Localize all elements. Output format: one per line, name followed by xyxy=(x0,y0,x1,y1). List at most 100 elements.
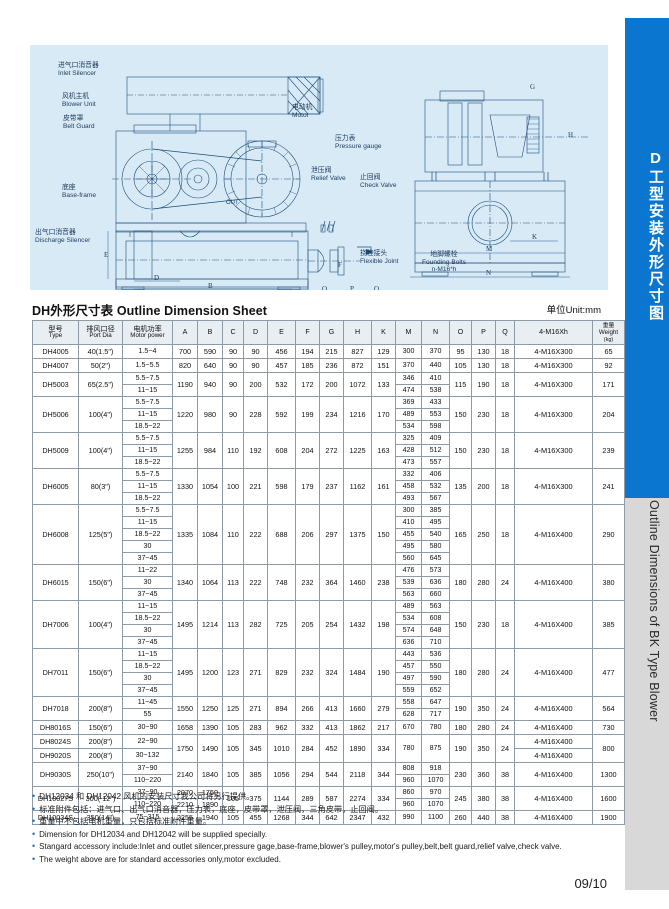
cell-P: 130 xyxy=(471,343,496,359)
cell-weight: 92 xyxy=(592,357,625,373)
cell-motor-power: 75~315 xyxy=(122,809,173,825)
dimension-label-H: H xyxy=(568,131,573,139)
cell-D: 385 xyxy=(243,761,268,787)
dimension-table: 型号 Type 排风口径 Port Dia 电机功率 Motor power A B … xyxy=(32,320,625,825)
cell-H: 2347 xyxy=(343,809,372,825)
table-row: DH6008 125(5") 5.5~7.5 11~15 18.5~22 30 37~45 1… xyxy=(32,503,625,565)
cell-H: 872 xyxy=(343,357,372,373)
cell-G: 236 xyxy=(319,357,344,373)
cell-M: 370 xyxy=(395,357,422,373)
cell-H: 1072 xyxy=(343,371,372,397)
cell-H: 827 xyxy=(343,343,372,359)
cell-B: 590 xyxy=(197,343,223,359)
table-header-row: 型号 Type 排风口径 Port Dia 电机功率 Motor power A B … xyxy=(32,320,625,345)
cell-O: 180 xyxy=(449,647,472,697)
cell-N: 647 717 xyxy=(421,695,450,721)
cell-bolt: 4-M16X300 xyxy=(514,357,593,373)
cell-K: 198 xyxy=(371,599,396,649)
cell-C: 90 xyxy=(222,357,244,373)
cell-N: 433 553 598 xyxy=(421,395,450,433)
cell-D: 283 xyxy=(243,719,268,735)
cell-C: 123 xyxy=(222,647,244,697)
cell-A: 820 xyxy=(172,357,198,373)
dimension-label-P: P xyxy=(350,285,354,290)
cell-D: 192 xyxy=(243,431,268,469)
cell-H: 2118 xyxy=(343,761,372,787)
cell-O: 150 xyxy=(449,599,472,649)
callout-discharge-silencer: 出气口消音器 Discharge Silencer xyxy=(35,229,91,244)
dimension-table-wrapper: 型号 Type 排风口径 Port Dia 电机功率 Motor power A B … xyxy=(32,320,625,825)
table-row: DH5009 100(4") 5.5~7.5 11~15 18.5~22 1255 984 1… xyxy=(32,431,625,469)
cell-G: 364 xyxy=(319,563,344,601)
cell-N: 1100 xyxy=(421,809,450,825)
header-M: M xyxy=(395,320,422,345)
cell-O: 95 xyxy=(449,343,472,359)
header-weight: 重量 Weight (kg) xyxy=(592,320,625,345)
cell-P: 280 xyxy=(471,563,496,601)
cell-H: 1375 xyxy=(343,503,372,565)
cell-port-dia: 150(6") xyxy=(78,719,123,735)
cell-E: 1056 xyxy=(267,761,296,787)
cell-Q: 18 xyxy=(495,599,515,649)
cell-E: 456 xyxy=(267,343,296,359)
cell-port-dia: 200(8") xyxy=(78,695,123,721)
callout-base-frame: 底座 Base-frame xyxy=(62,184,97,199)
cell-A: 700 xyxy=(172,343,198,359)
cell-bolt: 4-M16X400 xyxy=(514,695,593,721)
cell-A: 1658 xyxy=(172,719,198,735)
cell-K: 163 xyxy=(371,431,396,469)
cell-D: 90 xyxy=(243,357,268,373)
cell-G: 272 xyxy=(319,431,344,469)
cell-C: 105 xyxy=(222,733,244,763)
note-item: • The weight above are for standard acces… xyxy=(32,854,592,865)
cell-type: DH5006 xyxy=(32,395,79,433)
cell-E: 608 xyxy=(267,431,296,469)
header-O: O xyxy=(449,320,472,345)
unit-note: 单位Unit:mm xyxy=(546,305,601,316)
cell-A: 1750 xyxy=(172,733,198,763)
cell-K: 133 xyxy=(371,371,396,397)
cell-K: 129 xyxy=(371,343,396,359)
cell-P: 250 xyxy=(471,503,496,565)
cell-B: 1250 xyxy=(197,695,223,721)
cell-D: 375 xyxy=(243,785,268,811)
cell-Q: 18 xyxy=(495,503,515,565)
cell-port-dia: 100(4") xyxy=(78,395,123,433)
cell-G: 297 xyxy=(319,503,344,565)
cell-motor-power: 22~90 xyxy=(122,733,173,749)
cell-H: 1660 xyxy=(343,695,372,721)
side-tab xyxy=(625,18,669,890)
cell-motor-power: 1.5~4 xyxy=(122,343,173,359)
cell-Q: 18 xyxy=(495,343,515,359)
note-text: Dimension for DH12034 and DH12042 will b… xyxy=(39,829,268,839)
header-F: F xyxy=(295,320,320,345)
cell-bolt: 4-M16X400 xyxy=(514,719,593,735)
cell-F: 205 xyxy=(295,599,320,649)
bullet-icon: • xyxy=(32,791,36,801)
cell-G: 234 xyxy=(319,395,344,433)
cell-bolt: 4-M16X400 xyxy=(514,747,593,763)
cell-K: 150 xyxy=(371,503,396,565)
cell-A: 1340 xyxy=(172,563,198,601)
cell-N: 563 608 648 710 xyxy=(421,599,450,649)
header-P: P xyxy=(471,320,496,345)
cell-G: 413 xyxy=(319,695,344,721)
cell-P: 280 xyxy=(471,647,496,697)
cell-weight: 1900 xyxy=(592,809,625,825)
cell-E: 829 xyxy=(267,647,296,697)
cell-type: DH6015 xyxy=(32,563,79,601)
cell-K: 161 xyxy=(371,467,396,505)
cell-C: 90 xyxy=(222,371,244,397)
cell-A: 1190 xyxy=(172,371,198,397)
side-tab-title-cn: D工型安装外形尺寸图 xyxy=(647,150,664,322)
note-item: • 重量中不包括电机重量，只包括标准附件重量。 xyxy=(32,817,592,827)
dimension-label-M: M xyxy=(486,245,493,253)
cell-N: 573 636 660 xyxy=(421,563,450,601)
cell-E: 1010 xyxy=(267,733,296,763)
cell-weight: 1600 xyxy=(592,785,625,811)
cell-A: 1255 xyxy=(172,431,198,469)
cell-C: 105 xyxy=(222,785,244,811)
cell-M: 489 534 574 636 xyxy=(395,599,422,649)
cell-type: DH4005 xyxy=(32,343,79,359)
